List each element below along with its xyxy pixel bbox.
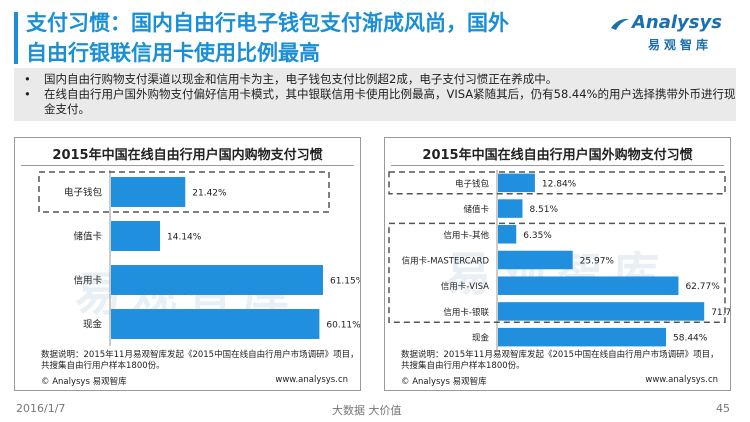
chart-title-divider — [391, 165, 724, 166]
category-label: 储值卡 — [463, 204, 489, 215]
bar — [111, 265, 323, 295]
bar — [111, 309, 320, 339]
category-label: 信用卡-MASTERCARD — [402, 256, 490, 267]
page-title: 支付习惯：国内自由行电子钱包支付渐成风尚，国外 自由行银联信用卡使用比例最高 — [26, 8, 509, 68]
category-label: 现金 — [472, 333, 490, 344]
category-label: 信用卡 — [73, 275, 102, 287]
data-note-line-1: 数据说明：2015年11月易观智库发起《2015中国在线自由行用户市场调研》项目… — [41, 350, 359, 360]
data-note: 数据说明：2015年11月易观智库发起《2015中国在线自由行用户市场调研》项目… — [401, 350, 719, 372]
bar — [498, 173, 535, 193]
value-label: 8.51% — [529, 205, 558, 215]
logo-swoosh-icon — [611, 18, 629, 30]
data-note-line-2: 共搜集自由行用户样本1800份。 — [401, 361, 525, 371]
footer-date: 2016/1/7 — [16, 402, 66, 415]
highlight-box — [388, 222, 726, 324]
website: www.analysys.cn — [645, 375, 718, 385]
bar — [498, 327, 667, 347]
bullet-item: • 在线自由行用户国外购物支付偏好信用卡模式，其中银联信用卡使用比例最高，VIS… — [14, 87, 736, 117]
value-label: 21.42% — [192, 189, 227, 199]
value-label: 6.35% — [523, 231, 552, 241]
bullet-mark: • — [24, 72, 31, 86]
bar — [498, 302, 705, 321]
bullet-mark: • — [24, 87, 31, 101]
title-line-2: 自由行银联信用卡使用比例最高 — [26, 41, 320, 65]
overseas-payment-chart-panel: 2015年中国在线自由行用户国外购物支付习惯 易观智库 电子钱包 12.84% 储值… — [384, 137, 731, 391]
copyright: © Analysys 易观智库 — [41, 377, 127, 387]
category-label: 现金 — [83, 319, 103, 331]
website: www.analysys.cn — [275, 375, 348, 385]
analysys-logo: Analysys 易观智库 — [606, 12, 736, 57]
page-number: 45 — [716, 402, 730, 415]
data-note-line-1: 数据说明：2015年11月易观智库发起《2015中国在线自由行用户市场调研》项目… — [401, 350, 719, 360]
value-label: 14.14% — [167, 233, 202, 243]
chart-title: 2015年中国在线自由行用户国外购物支付习惯 — [422, 148, 693, 163]
value-label: 61.15% — [330, 277, 360, 287]
bar — [111, 177, 186, 207]
category-label: 信用卡-其他 — [443, 230, 489, 241]
category-label: 信用卡-银联 — [443, 307, 489, 318]
category-label: 电子钱包 — [64, 187, 103, 199]
logo-cn-name: 易观智库 — [648, 38, 713, 52]
bar — [498, 225, 517, 244]
bar — [111, 221, 161, 251]
category-label: 信用卡-VISA — [441, 281, 489, 292]
highlight-box — [388, 171, 726, 195]
value-label: 58.44% — [673, 334, 708, 344]
bullet-text: 国内自由行购物支付渠道以现金和信用卡为主，电子钱包支付比例超2成，电子支付习惯正… — [44, 72, 558, 86]
domestic-payment-chart-panel: 2015年中国在线自由行用户国内购物支付习惯 易观智库 电子钱包21.42%储值… — [14, 137, 361, 391]
value-label: 12.84% — [542, 179, 577, 189]
bar — [498, 276, 679, 295]
category-label: 储值卡 — [73, 231, 102, 243]
value-label: 62.77% — [685, 282, 720, 292]
bullet-item: • 国内自由行购物支付渠道以现金和信用卡为主，电子钱包支付比例超2成，电子支付习… — [14, 72, 736, 87]
value-label: 25.97% — [580, 257, 615, 267]
logo-name: Analysys — [632, 12, 722, 33]
value-label: 71.72% — [711, 308, 730, 318]
summary-bullets: • 国内自由行购物支付渠道以现金和信用卡为主，电子钱包支付比例超2成，电子支付习… — [14, 68, 736, 121]
highlight-box — [38, 171, 330, 213]
title-line-1: 支付习惯：国内自由行电子钱包支付渐成风尚，国外 — [26, 11, 509, 35]
data-note: 数据说明：2015年11月易观智库发起《2015中国在线自由行用户市场调研》项目… — [41, 350, 359, 372]
footer-slogan: 大数据 大价值 — [332, 404, 402, 417]
chart-title-divider — [21, 165, 354, 166]
copyright: © Analysys 易观智库 — [401, 377, 487, 387]
overseas-payment-chart: 电子钱包 12.84% 储值卡 8.51% 信用卡-其他 6.35% 信用卡-MASTERC… — [388, 170, 730, 350]
chart-title: 2015年中国在线自由行用户国内购物支付习惯 — [52, 148, 323, 163]
bar — [498, 199, 523, 218]
title-accent-bar — [14, 12, 18, 64]
category-label: 电子钱包 — [455, 178, 490, 189]
value-label: 60.11% — [326, 321, 360, 331]
bullet-text: 在线自由行用户国外购物支付偏好信用卡模式，其中银联信用卡使用比例最高，VISA紧… — [44, 87, 736, 116]
bar — [498, 250, 573, 270]
domestic-payment-chart: 电子钱包 21.42% 储值卡 14.14% 信用卡 61.15% 现金 60.11% — [38, 170, 360, 346]
data-note-line-2: 共搜集自由行用户样本1800份。 — [41, 361, 165, 371]
